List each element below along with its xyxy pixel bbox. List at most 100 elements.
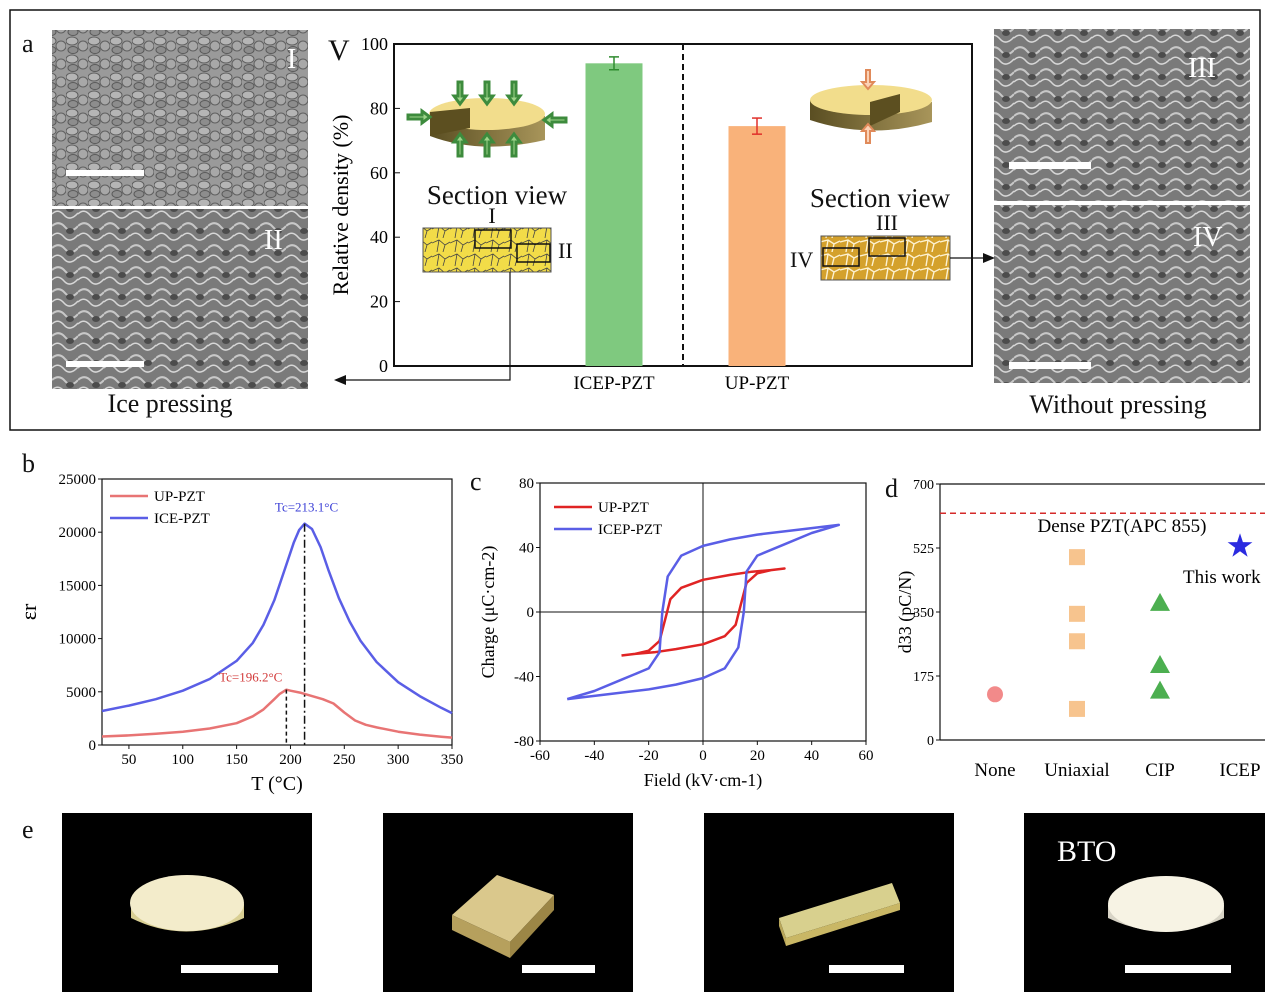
- data-point-uniaxial: [1069, 549, 1085, 566]
- panel-label-a: a: [22, 29, 34, 58]
- sem-label-II: II: [264, 225, 283, 256]
- y-tick-label: 175: [913, 670, 934, 685]
- y-tick-label: 525: [913, 542, 934, 557]
- y-tick-label: 20: [370, 292, 388, 312]
- y-axis-label: εr: [16, 603, 41, 620]
- x-tick-label: 350: [441, 752, 464, 768]
- x-tick-label: 20: [750, 748, 765, 764]
- series-line-ice-pzt: [101, 522, 453, 715]
- region-box-IV: [822, 247, 860, 267]
- x-category-label: Uniaxial: [1044, 760, 1109, 781]
- region-box-II: [516, 243, 551, 263]
- legend-label: UP-PZT: [154, 489, 205, 505]
- y-tick-label: 15000: [59, 578, 97, 594]
- x-tick-label: 100: [172, 752, 195, 768]
- y-tick-label: 40: [519, 541, 534, 557]
- data-point-uniaxial: [1069, 633, 1085, 650]
- photo-disk: [62, 813, 312, 992]
- x-tick-label: 200: [279, 752, 302, 768]
- bar-icep-pzt: [585, 63, 643, 366]
- relative-density-chart: 0 20 40 60 80 100 Relative density (%) ICEP-PZT…: [328, 34, 973, 394]
- data-point-cip: [1150, 592, 1170, 611]
- x-category-label: None: [974, 760, 1015, 781]
- y-tick-label: 0: [89, 738, 97, 754]
- y-tick-label: 10000: [59, 632, 97, 648]
- y-axis-label: Charge (μC·cm-2): [478, 546, 499, 679]
- x-tick-label: -60: [530, 748, 550, 764]
- x-category-label: ICEP-PZT: [573, 373, 655, 394]
- series-line-up-pzt: [621, 567, 786, 657]
- section-label-IV: IV: [790, 247, 813, 272]
- x-tick-label: -40: [584, 748, 604, 764]
- y-tick-label: -80: [514, 734, 534, 750]
- permittivity-chart: 50 100 150 200 250 300 350 0 5000 10000 15000 20000…: [16, 472, 463, 795]
- x-tick-label: 150: [225, 752, 248, 768]
- x-tick-label: 40: [804, 748, 819, 764]
- series-line-icep-pzt: [566, 523, 841, 701]
- x-axis-label: T (°C): [251, 773, 303, 795]
- data-point-cip: [1150, 680, 1170, 699]
- section-view-right: Section view: [810, 183, 951, 213]
- x-tick-label: 50: [121, 752, 136, 768]
- x-tick-label: -20: [639, 748, 659, 764]
- data-point-none: [987, 686, 1003, 703]
- panel-a-frame: [9, 9, 1261, 431]
- photo-square: [383, 813, 633, 992]
- inset-label-V: V: [328, 34, 350, 67]
- sem-label-I: I: [287, 44, 296, 75]
- x-category-label: UP-PZT: [725, 373, 790, 394]
- tc-annotation: Tc=213.1°C: [275, 500, 338, 515]
- bto-label: BTO: [1057, 835, 1116, 868]
- arrowhead: [983, 253, 995, 263]
- y-tick-label: 40: [370, 227, 388, 247]
- y-axis-label: d33 (pC/N): [895, 571, 916, 654]
- sem-image-III: [994, 29, 1250, 201]
- caption-without-pressing: Without pressing: [1029, 390, 1206, 419]
- x-category-label: ICEP: [1219, 760, 1260, 781]
- x-axis-label: Field (kV·cm-1): [644, 770, 762, 791]
- scale-bar: [1009, 362, 1091, 369]
- y-tick-label: 0: [927, 734, 934, 749]
- photo-bar: [704, 813, 954, 992]
- region-box-I: [474, 229, 512, 249]
- panel-label-d: d: [885, 474, 898, 503]
- reference-label: Dense PZT(APC 855): [1038, 516, 1207, 537]
- plot-frame: [101, 478, 453, 746]
- sem-image-IV: [994, 205, 1250, 383]
- legend-label: UP-PZT: [598, 500, 649, 516]
- y-tick-label: 700: [913, 478, 934, 493]
- section-view-icep: [422, 227, 552, 273]
- region-box-III: [868, 237, 906, 257]
- data-point-uniaxial: [1069, 605, 1085, 622]
- panel-label-e: e: [22, 815, 34, 844]
- panel-label-c: c: [470, 467, 482, 496]
- legend-label: ICE-PZT: [154, 511, 210, 527]
- y-tick-label: 20000: [59, 525, 97, 541]
- panel-label-b: b: [22, 449, 35, 478]
- sem-image-II: [52, 209, 308, 389]
- x-category-label: CIP: [1145, 760, 1175, 781]
- disk-illustration-icep: [406, 80, 568, 158]
- sem-image-I: [52, 30, 308, 206]
- x-tick-label: 60: [859, 748, 874, 764]
- arrowhead: [334, 375, 346, 385]
- this-work-label: This work: [1183, 567, 1261, 588]
- hysteresis-chart: -60 -40 -20 0 20 40 60 -80 -40 0 40 80 UP-PZT ICEP-PZ…: [478, 476, 874, 791]
- data-point-cip: [1150, 655, 1170, 674]
- y-tick-label: 350: [913, 606, 934, 621]
- section-view-left: Section view: [427, 180, 568, 210]
- connector-arrow-left: [342, 272, 511, 381]
- scale-bar: [66, 361, 144, 367]
- x-tick-label: 250: [333, 752, 356, 768]
- section-view-up: [820, 235, 951, 281]
- scale-bar: [1009, 162, 1091, 169]
- y-tick-label: 0: [527, 605, 535, 621]
- y-tick-label: 0: [379, 356, 388, 376]
- section-label-II: II: [558, 238, 573, 263]
- y-tick-label: -40: [514, 670, 534, 686]
- caption-ice-pressing: Ice pressing: [108, 389, 233, 418]
- sem-label-IV: IV: [1193, 222, 1223, 253]
- y-tick-label: 60: [370, 163, 388, 183]
- photo-bto: BTO: [1024, 813, 1265, 992]
